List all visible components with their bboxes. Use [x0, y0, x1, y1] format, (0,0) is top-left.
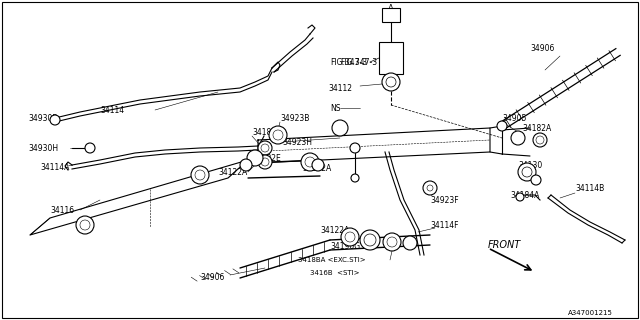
Text: 34923B: 34923B	[280, 114, 309, 123]
Text: 34112: 34112	[328, 84, 352, 92]
Text: 34114B: 34114B	[575, 183, 604, 193]
Circle shape	[312, 159, 324, 171]
Text: 34122A: 34122A	[218, 167, 247, 177]
Circle shape	[360, 230, 380, 250]
Circle shape	[511, 131, 525, 145]
Circle shape	[80, 220, 90, 230]
Text: 34923F: 34923F	[430, 196, 459, 204]
Text: 34930H: 34930H	[28, 143, 58, 153]
Circle shape	[383, 233, 401, 251]
Text: FIG.347-3: FIG.347-3	[340, 58, 377, 67]
Bar	[379, 42, 403, 74]
Text: 34130: 34130	[518, 161, 542, 170]
Circle shape	[258, 141, 272, 155]
Circle shape	[351, 174, 359, 182]
Circle shape	[85, 143, 95, 153]
Circle shape	[345, 232, 355, 242]
Circle shape	[536, 136, 544, 144]
Text: 34114: 34114	[100, 106, 124, 115]
Polygon shape	[30, 160, 248, 235]
Circle shape	[403, 236, 417, 250]
Circle shape	[341, 228, 359, 246]
Text: 3416B  <STI>: 3416B <STI>	[310, 270, 360, 276]
Circle shape	[382, 73, 400, 91]
Text: 34116: 34116	[50, 205, 74, 214]
Text: FIG.347-3: FIG.347-3	[330, 58, 367, 67]
Bar	[382, 8, 400, 22]
Circle shape	[273, 130, 283, 140]
Circle shape	[261, 144, 269, 152]
Circle shape	[497, 121, 507, 131]
Circle shape	[258, 155, 272, 169]
Text: A347001215: A347001215	[568, 310, 612, 316]
Circle shape	[531, 175, 541, 185]
Text: 34184A: 34184A	[510, 190, 540, 199]
Text: 34190G: 34190G	[330, 242, 360, 251]
Text: 3418BA <EXC.STI>: 3418BA <EXC.STI>	[298, 257, 365, 263]
Circle shape	[332, 120, 348, 136]
Circle shape	[522, 167, 532, 177]
Circle shape	[518, 163, 536, 181]
Circle shape	[301, 153, 319, 171]
Text: FRONT: FRONT	[488, 240, 521, 250]
Text: 34182E: 34182E	[252, 127, 281, 137]
Circle shape	[386, 77, 396, 87]
Polygon shape	[258, 128, 490, 163]
Circle shape	[247, 150, 263, 166]
Circle shape	[427, 185, 433, 191]
Text: 34122A: 34122A	[302, 164, 332, 172]
Text: 34122A: 34122A	[320, 226, 349, 235]
Circle shape	[261, 158, 269, 166]
Text: 34182E: 34182E	[252, 154, 281, 163]
Circle shape	[364, 234, 376, 246]
Text: 34906: 34906	[530, 44, 554, 52]
Circle shape	[50, 115, 60, 125]
Text: 34906: 34906	[200, 274, 225, 283]
Circle shape	[269, 126, 287, 144]
Text: 34923H: 34923H	[282, 138, 312, 147]
Text: 34905: 34905	[502, 114, 526, 123]
Text: 34930B: 34930B	[28, 114, 58, 123]
Circle shape	[533, 133, 547, 147]
Text: A: A	[388, 11, 394, 20]
Text: 34114A: 34114A	[40, 163, 69, 172]
Text: 34114F: 34114F	[430, 220, 458, 229]
Text: A: A	[388, 4, 394, 12]
Circle shape	[305, 157, 315, 167]
Circle shape	[423, 181, 437, 195]
Circle shape	[191, 166, 209, 184]
Circle shape	[195, 170, 205, 180]
Text: NS: NS	[330, 103, 340, 113]
Circle shape	[387, 237, 397, 247]
Circle shape	[350, 143, 360, 153]
Text: 34182A: 34182A	[522, 124, 551, 132]
Circle shape	[76, 216, 94, 234]
Circle shape	[240, 159, 252, 171]
Circle shape	[516, 193, 524, 201]
